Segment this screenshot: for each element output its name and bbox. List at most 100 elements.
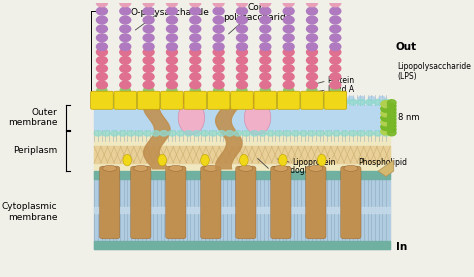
Circle shape (120, 81, 131, 89)
Circle shape (327, 96, 333, 101)
Circle shape (283, 0, 294, 7)
Circle shape (374, 130, 382, 136)
Circle shape (237, 65, 247, 72)
Circle shape (283, 130, 291, 136)
Circle shape (316, 99, 324, 105)
Circle shape (97, 7, 108, 15)
Circle shape (184, 99, 192, 105)
Circle shape (120, 16, 131, 24)
Circle shape (237, 94, 247, 101)
Circle shape (97, 48, 108, 56)
FancyBboxPatch shape (271, 166, 291, 239)
Circle shape (330, 7, 341, 15)
Circle shape (381, 101, 391, 108)
Circle shape (213, 7, 224, 15)
FancyBboxPatch shape (201, 166, 221, 239)
FancyBboxPatch shape (341, 166, 361, 239)
Circle shape (167, 87, 177, 94)
Circle shape (341, 130, 349, 136)
Circle shape (172, 96, 178, 101)
Circle shape (308, 130, 316, 136)
Circle shape (317, 96, 323, 101)
Circle shape (273, 95, 281, 100)
Circle shape (234, 99, 242, 105)
Circle shape (190, 57, 201, 64)
Circle shape (357, 130, 365, 136)
Ellipse shape (239, 165, 253, 171)
Circle shape (250, 95, 257, 100)
Circle shape (213, 73, 224, 81)
Circle shape (365, 130, 374, 136)
Circle shape (283, 87, 294, 94)
Circle shape (166, 81, 177, 89)
Circle shape (365, 99, 374, 105)
Circle shape (234, 130, 242, 136)
Circle shape (190, 48, 201, 56)
Text: In: In (396, 242, 407, 252)
Circle shape (181, 96, 191, 103)
Ellipse shape (244, 101, 271, 135)
Text: Lipid A: Lipid A (328, 85, 354, 94)
Circle shape (213, 57, 224, 64)
Circle shape (237, 81, 247, 89)
Circle shape (213, 16, 224, 24)
Circle shape (97, 81, 108, 89)
Circle shape (120, 25, 131, 33)
Circle shape (296, 96, 302, 101)
Circle shape (237, 43, 247, 50)
Circle shape (97, 43, 108, 50)
Circle shape (283, 94, 294, 101)
Circle shape (348, 96, 354, 101)
Circle shape (143, 34, 154, 42)
Circle shape (190, 34, 201, 42)
Circle shape (283, 7, 294, 15)
Circle shape (250, 130, 258, 136)
Circle shape (192, 96, 199, 101)
Circle shape (307, 57, 318, 64)
Circle shape (237, 7, 247, 15)
Circle shape (152, 130, 160, 136)
Ellipse shape (274, 165, 288, 171)
Circle shape (214, 101, 224, 108)
Circle shape (330, 25, 341, 33)
Circle shape (349, 130, 357, 136)
Circle shape (369, 96, 375, 101)
Circle shape (283, 57, 294, 64)
Circle shape (213, 65, 224, 72)
Circle shape (275, 130, 283, 136)
Circle shape (330, 57, 341, 64)
Circle shape (143, 81, 154, 89)
Circle shape (134, 95, 140, 100)
Circle shape (265, 96, 271, 101)
FancyBboxPatch shape (254, 91, 277, 109)
FancyBboxPatch shape (231, 91, 253, 109)
Circle shape (307, 101, 317, 108)
Circle shape (237, 101, 247, 108)
Circle shape (307, 0, 318, 7)
Circle shape (333, 99, 340, 105)
Circle shape (260, 73, 271, 81)
Circle shape (97, 57, 108, 64)
Circle shape (213, 43, 224, 50)
Circle shape (260, 101, 270, 108)
Circle shape (330, 0, 341, 7)
Circle shape (213, 0, 224, 7)
Circle shape (203, 95, 210, 100)
Circle shape (201, 130, 209, 136)
Circle shape (297, 95, 304, 100)
Circle shape (166, 43, 177, 50)
Circle shape (259, 130, 266, 136)
Circle shape (97, 101, 107, 108)
FancyBboxPatch shape (100, 166, 120, 239)
Circle shape (190, 87, 201, 94)
Circle shape (307, 16, 318, 24)
Circle shape (307, 73, 318, 81)
Circle shape (260, 48, 271, 56)
Circle shape (237, 34, 247, 42)
Circle shape (330, 87, 340, 94)
Circle shape (218, 130, 225, 136)
Circle shape (94, 99, 102, 105)
Circle shape (144, 101, 154, 108)
Ellipse shape (240, 154, 248, 166)
Circle shape (120, 0, 131, 7)
